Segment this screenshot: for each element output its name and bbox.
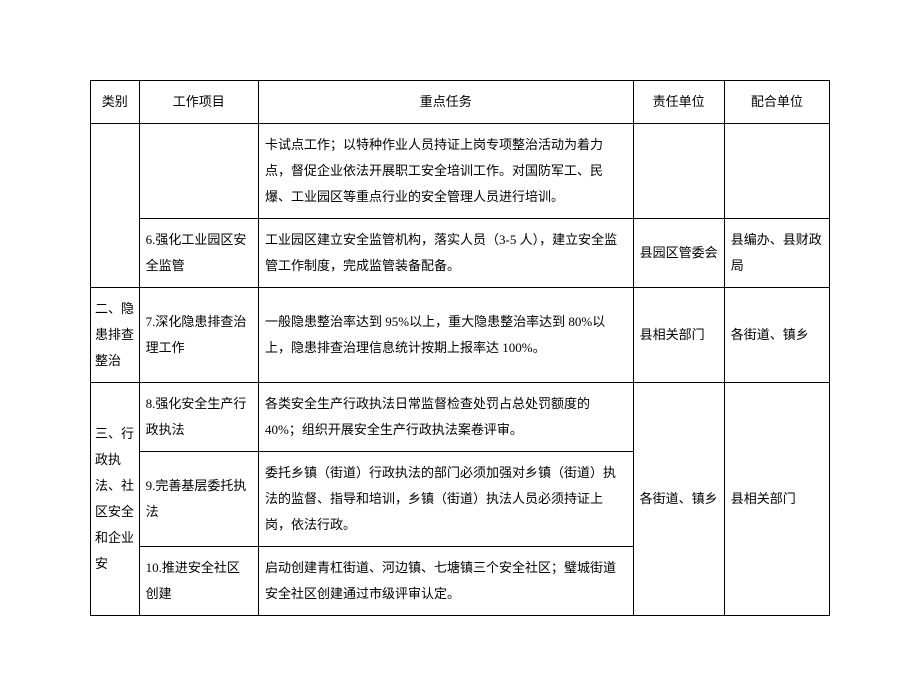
work-plan-table: 类别 工作项目 重点任务 责任单位 配合单位 卡试点工作；以特种作业人员持证上岗… xyxy=(90,80,830,616)
cell-project: 7.深化隐患排查治理工作 xyxy=(139,288,258,383)
table-row: 6.强化工业园区安全监管 工业园区建立安全监管机构，落实人员（3-5 人），建立… xyxy=(91,219,830,288)
cell-project xyxy=(139,124,258,219)
cell-task: 工业园区建立安全监管机构，落实人员（3-5 人），建立安全监管工作制度，完成监管… xyxy=(259,219,634,288)
table-row: 二、隐患排查整治 7.深化隐患排查治理工作 一般隐患整治率达到 95%以上，重大… xyxy=(91,288,830,383)
cell-responsible xyxy=(633,124,724,219)
cell-cooperating: 各街道、镇乡 xyxy=(724,288,829,383)
cell-cooperating xyxy=(724,124,829,219)
cell-responsible: 县园区管委会 xyxy=(633,219,724,288)
header-project: 工作项目 xyxy=(139,81,258,124)
cell-project: 8.强化安全生产行政执法 xyxy=(139,383,258,452)
table-row: 卡试点工作；以特种作业人员持证上岗专项整治活动为着力点，督促企业依法开展职工安全… xyxy=(91,124,830,219)
header-task: 重点任务 xyxy=(259,81,634,124)
cell-project: 10.推进安全社区创建 xyxy=(139,547,258,616)
cell-category xyxy=(91,124,140,288)
cell-task: 一般隐患整治率达到 95%以上，重大隐患整治率达到 80%以上，隐患排查治理信息… xyxy=(259,288,634,383)
cell-category: 二、隐患排查整治 xyxy=(91,288,140,383)
cell-cooperating: 县编办、县财政局 xyxy=(724,219,829,288)
cell-task: 委托乡镇（街道）行政执法的部门必须加强对乡镇（街道）执法的监督、指导和培训，乡镇… xyxy=(259,452,634,547)
table-row: 三、行政执法、社区安全和企业安 8.强化安全生产行政执法 各类安全生产行政执法日… xyxy=(91,383,830,452)
cell-responsible: 县相关部门 xyxy=(633,288,724,383)
cell-category: 三、行政执法、社区安全和企业安 xyxy=(91,383,140,616)
header-cooperating: 配合单位 xyxy=(724,81,829,124)
cell-responsible: 各街道、镇乡 xyxy=(633,383,724,616)
cell-project: 9.完善基层委托执法 xyxy=(139,452,258,547)
cell-task: 各类安全生产行政执法日常监督检查处罚占总处罚额度的 40%；组织开展安全生产行政… xyxy=(259,383,634,452)
header-responsible: 责任单位 xyxy=(633,81,724,124)
cell-cooperating: 县相关部门 xyxy=(724,383,829,616)
header-category: 类别 xyxy=(91,81,140,124)
cell-project: 6.强化工业园区安全监管 xyxy=(139,219,258,288)
table-header-row: 类别 工作项目 重点任务 责任单位 配合单位 xyxy=(91,81,830,124)
cell-task: 卡试点工作；以特种作业人员持证上岗专项整治活动为着力点，督促企业依法开展职工安全… xyxy=(259,124,634,219)
cell-task: 启动创建青杠街道、河边镇、七塘镇三个安全社区；璧城街道安全社区创建通过市级评审认… xyxy=(259,547,634,616)
